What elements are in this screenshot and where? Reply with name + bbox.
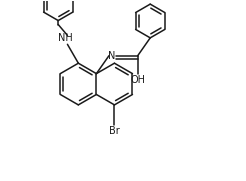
Text: Br: Br (109, 126, 120, 136)
Text: OH: OH (130, 75, 145, 85)
Text: N: N (108, 51, 116, 61)
Text: NH: NH (58, 33, 73, 43)
